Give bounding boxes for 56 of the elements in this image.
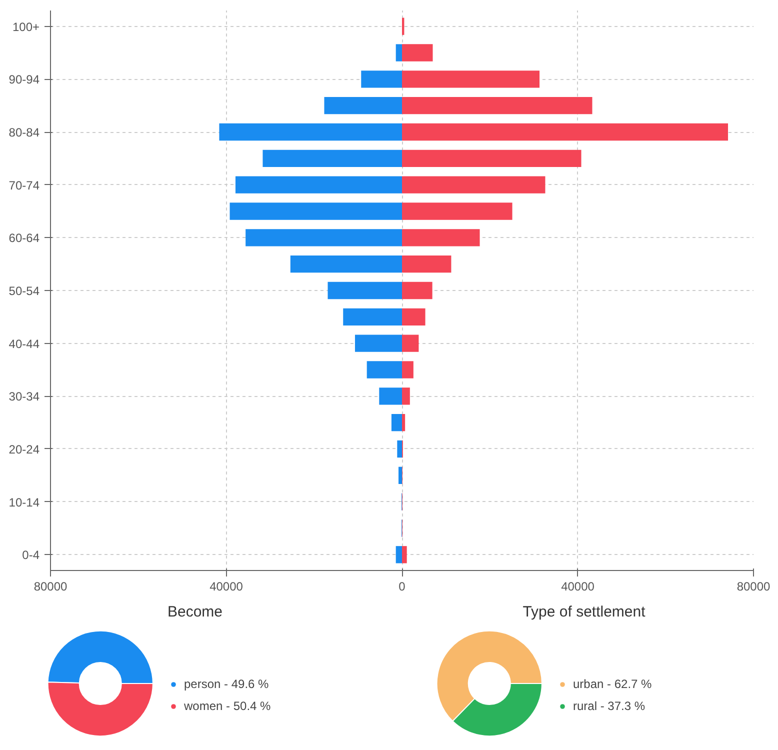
- bar: [402, 546, 407, 564]
- bar: [328, 282, 402, 300]
- bar: [396, 546, 402, 564]
- bar: [343, 308, 402, 326]
- chart-title: Become: [167, 604, 223, 620]
- x-tick-label: 80000: [736, 580, 771, 594]
- bar: [402, 123, 728, 141]
- bar: [398, 466, 402, 484]
- legend-label: women - 50.4 %: [184, 699, 271, 713]
- bar: [379, 388, 402, 405]
- legend-label: person - 49.6 %: [184, 677, 269, 691]
- bar: [391, 414, 402, 432]
- bar: [402, 282, 432, 300]
- bar: [366, 361, 402, 378]
- bar: [402, 256, 452, 273]
- x-tick-label: 80000: [34, 580, 68, 594]
- y-tick-label: 70-74: [8, 178, 40, 192]
- bar: [402, 388, 410, 405]
- x-tick-label: 0: [398, 580, 406, 594]
- y-tick-label: 100+: [12, 20, 40, 34]
- bar: [402, 150, 582, 168]
- bar: [290, 256, 402, 273]
- y-tick-label: 40-44: [8, 336, 40, 351]
- bar: [402, 229, 480, 246]
- legend-label: urban - 62.7 %: [573, 677, 652, 691]
- bar: [235, 176, 402, 194]
- y-tick-label: 0-4: [22, 548, 40, 562]
- bar: [402, 361, 414, 378]
- bar: [354, 334, 402, 352]
- bar: [402, 70, 540, 88]
- bar: [361, 70, 402, 88]
- y-tick-label: 60-64: [8, 231, 40, 246]
- bar: [402, 97, 592, 114]
- x-tick-label: 40000: [561, 580, 595, 594]
- bar: [219, 123, 402, 141]
- y-tick-label: 50-54: [8, 284, 40, 298]
- bar: [396, 44, 402, 62]
- bar: [246, 229, 402, 246]
- bar: [397, 440, 402, 458]
- bar: [402, 334, 419, 352]
- bar: [402, 414, 406, 432]
- bar: [402, 44, 433, 62]
- bar: [402, 176, 546, 194]
- y-tick-label: 20-24: [8, 442, 40, 456]
- y-tick-label: 80-84: [8, 126, 40, 140]
- bar: [402, 308, 426, 326]
- y-tick-label: 30-34: [8, 390, 40, 404]
- y-tick-label: 90-94: [8, 72, 40, 87]
- bar: [402, 202, 512, 220]
- bar: [230, 202, 402, 220]
- x-tick-label: 40000: [210, 580, 244, 594]
- chart-title: Type of settlement: [522, 604, 646, 620]
- bar: [262, 150, 402, 168]
- y-tick-label: 10-14: [8, 495, 40, 510]
- bar: [324, 97, 402, 114]
- legend-label: rural - 37.3 %: [573, 699, 646, 713]
